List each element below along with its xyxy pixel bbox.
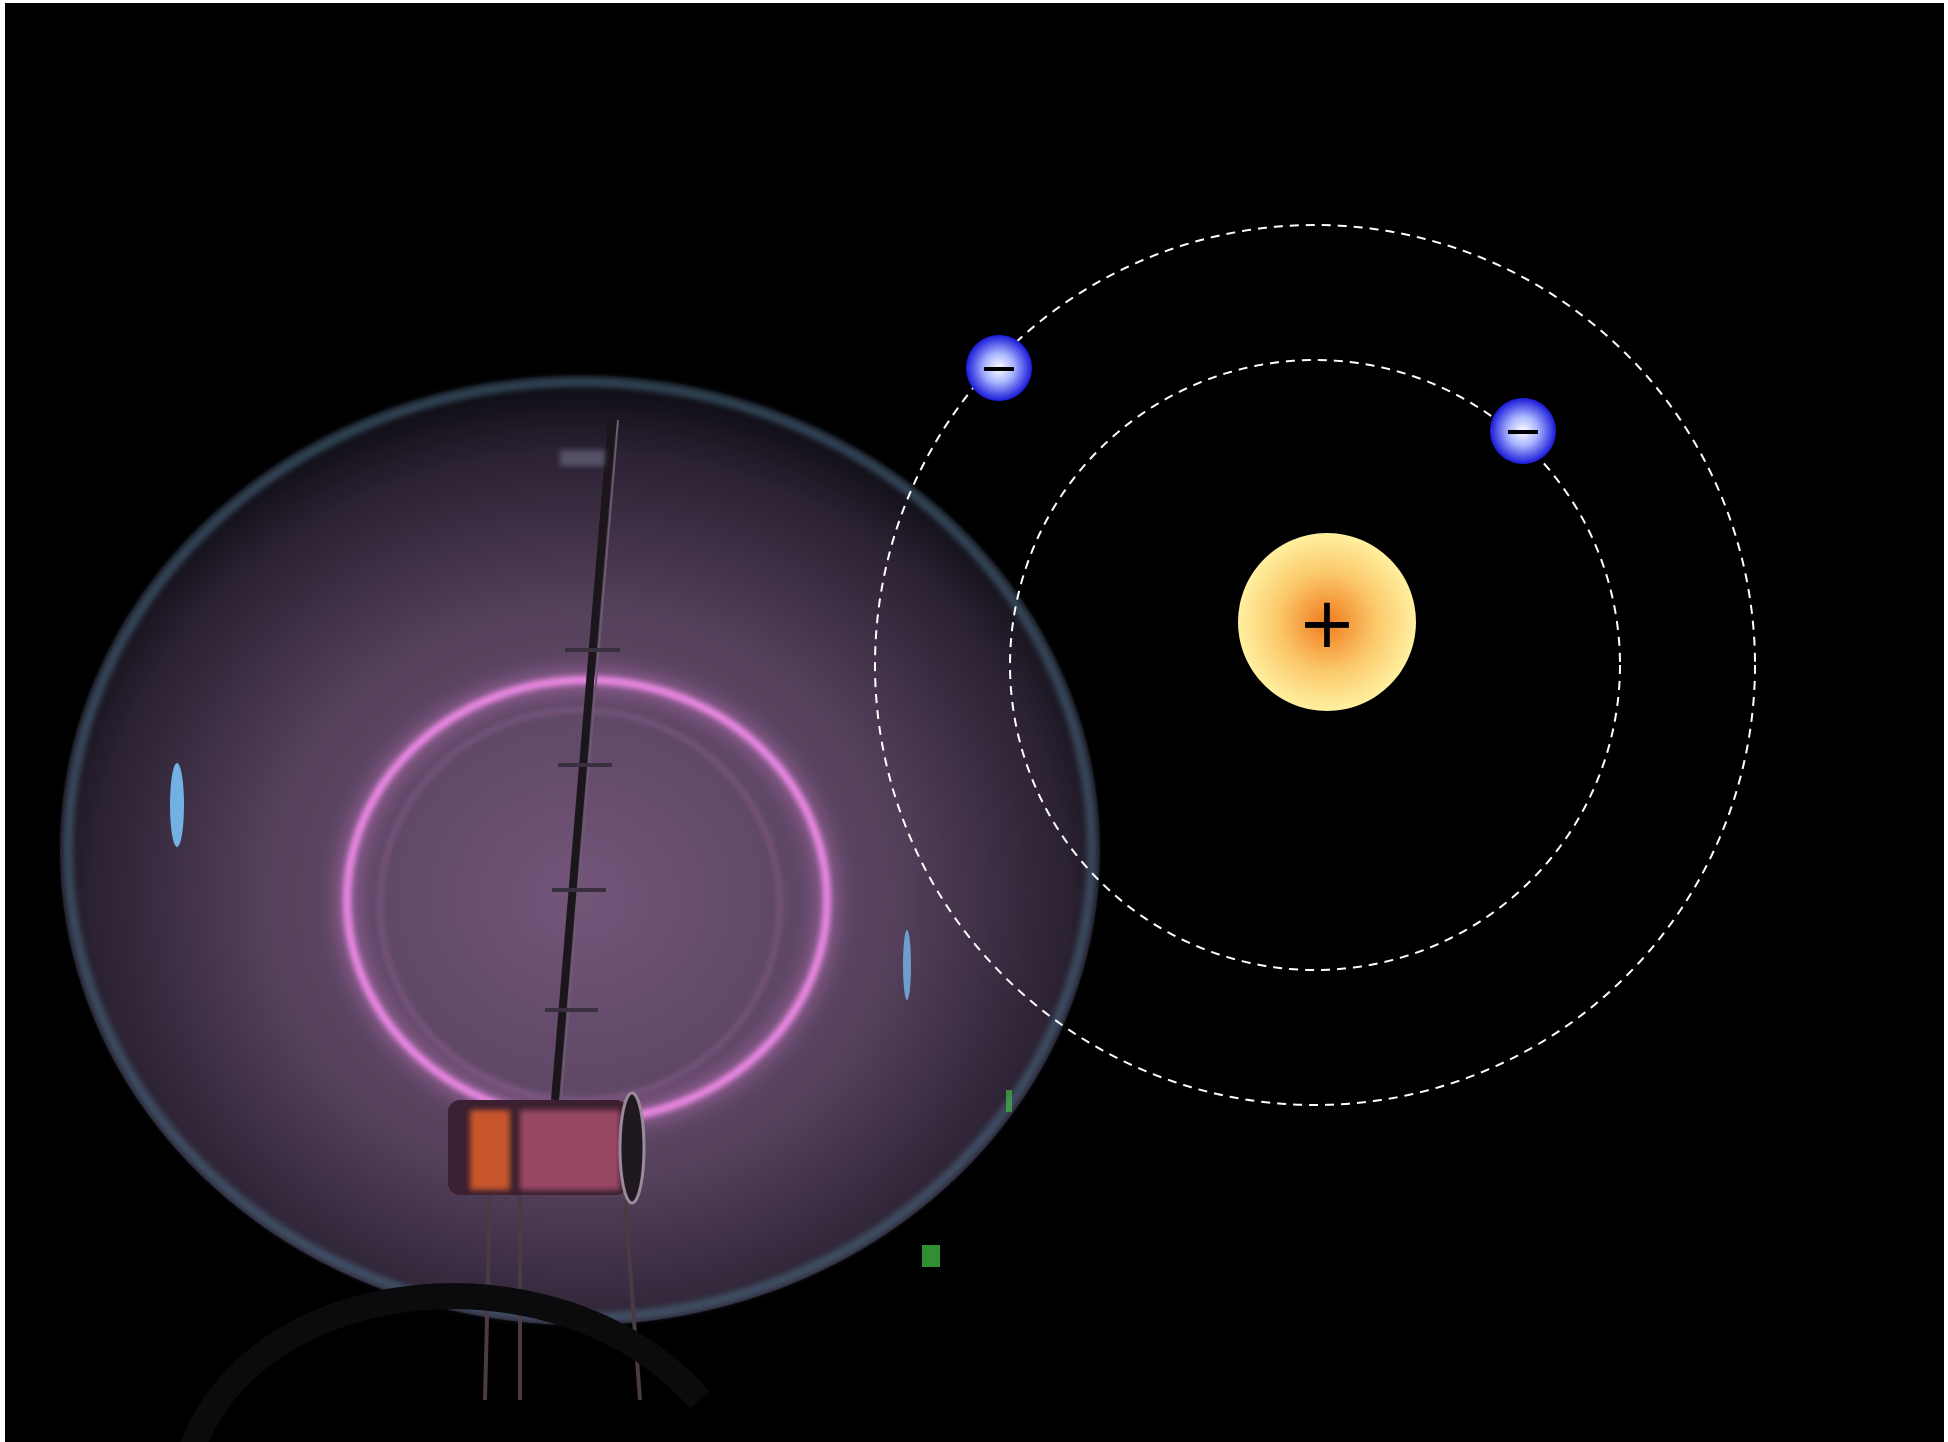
reflection-left xyxy=(170,763,184,847)
bulb-glass xyxy=(60,375,1100,1325)
electron-inner-orbit: − xyxy=(1490,398,1556,464)
electron-charge-symbol: − xyxy=(1503,403,1543,459)
reflection-top xyxy=(560,450,605,466)
nucleus-charge-symbol: + xyxy=(1298,582,1357,664)
bulb-photo xyxy=(60,375,1100,1442)
atom-model: + − − xyxy=(874,224,1756,1106)
support-rod-highlight xyxy=(560,419,619,1101)
support-rod xyxy=(551,419,616,1101)
electron-charge-symbol: − xyxy=(979,340,1019,396)
inner-orbit xyxy=(1009,359,1621,971)
nucleus: + xyxy=(1238,533,1416,711)
reflection-green-1 xyxy=(922,1245,940,1267)
outer-orbit xyxy=(874,224,1756,1106)
reflection-right xyxy=(903,930,911,1000)
base-cable xyxy=(181,1283,710,1442)
electron-outer-orbit: − xyxy=(966,335,1032,401)
electron-gun xyxy=(448,1091,646,1401)
rod-ticks xyxy=(545,648,620,1012)
reflection-green-2 xyxy=(1006,1090,1012,1112)
